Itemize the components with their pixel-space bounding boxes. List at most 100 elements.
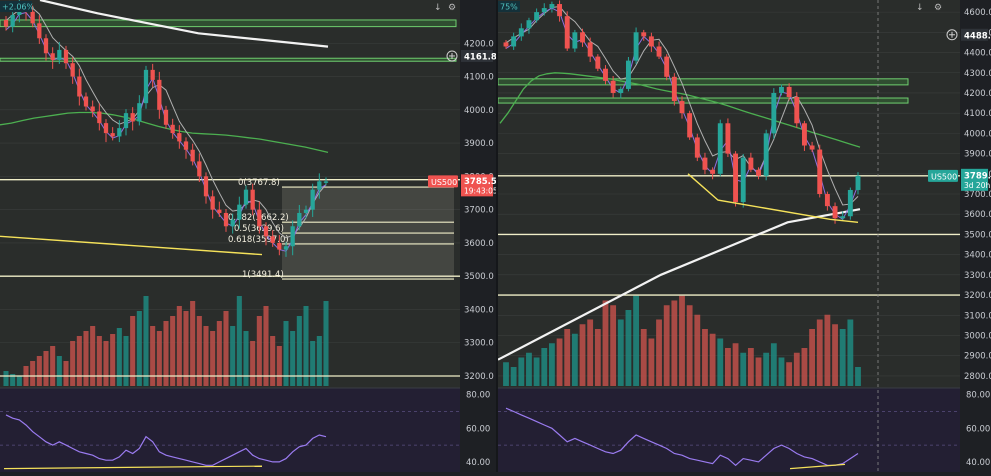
candle-body[interactable]	[557, 4, 563, 17]
candle-body[interactable]	[779, 86, 784, 93]
candle-body[interactable]	[832, 206, 838, 219]
candle-body[interactable]	[725, 123, 731, 154]
supply-zone[interactable]	[0, 57, 457, 62]
candle-body[interactable]	[197, 161, 202, 177]
candle-body[interactable]	[702, 157, 708, 170]
price-axis[interactable]	[460, 0, 496, 472]
candle-body[interactable]	[603, 68, 608, 81]
candle-body[interactable]	[733, 153, 739, 203]
candle-body[interactable]	[323, 181, 329, 183]
candle-body[interactable]	[763, 133, 769, 176]
candle-body[interactable]	[310, 189, 315, 210]
candle-body[interactable]	[203, 176, 209, 197]
candle-body[interactable]	[503, 42, 509, 47]
candle-body[interactable]	[90, 106, 95, 112]
candle-body[interactable]	[183, 141, 189, 150]
candle-body[interactable]	[671, 76, 677, 102]
rsi-trend-line[interactable]	[3, 465, 263, 470]
candle-body[interactable]	[163, 109, 169, 125]
candle-body[interactable]	[210, 196, 215, 210]
candle-body[interactable]	[847, 189, 853, 217]
candle-body[interactable]	[786, 86, 792, 98]
candle-body[interactable]	[57, 49, 62, 60]
scroll-down-icon[interactable]: ↓	[434, 3, 442, 13]
scroll-down-icon[interactable]: ↓	[916, 3, 924, 13]
candle-body[interactable]	[270, 236, 275, 243]
supply-zone[interactable]	[0, 19, 457, 28]
candle-body[interactable]	[771, 92, 777, 134]
candle-body[interactable]	[117, 128, 122, 137]
candle-body[interactable]	[710, 169, 716, 174]
candle-body[interactable]	[855, 175, 861, 190]
candle-body[interactable]	[587, 42, 593, 57]
candle-body[interactable]	[110, 133, 115, 137]
candle-body[interactable]	[97, 111, 102, 124]
candle-body[interactable]	[230, 219, 235, 227]
candle-body[interactable]	[580, 32, 585, 43]
candle-body[interactable]	[170, 124, 175, 134]
candle-body[interactable]	[297, 212, 302, 227]
price-pane[interactable]	[0, 0, 460, 388]
candle-body[interactable]	[77, 76, 82, 97]
instrument-tag[interactable]	[428, 175, 458, 188]
candle-body[interactable]	[290, 226, 295, 247]
candle-body[interactable]	[641, 32, 647, 37]
candle-body[interactable]	[37, 23, 42, 39]
candle-body[interactable]	[150, 69, 155, 80]
candle-body[interactable]	[526, 20, 532, 29]
candle-body[interactable]	[250, 189, 255, 210]
candle-body[interactable]	[572, 32, 578, 49]
candle-body[interactable]	[217, 209, 222, 213]
candle-body[interactable]	[263, 226, 269, 237]
candle-body[interactable]	[740, 157, 746, 203]
left-chart-panel[interactable]: 0(3767.8)0.382(3662.2)0.5(3629.6)0.618(3…	[0, 0, 498, 472]
candle-body[interactable]	[648, 36, 654, 47]
rsi-trend-line[interactable]	[789, 463, 846, 470]
candle-body[interactable]	[317, 181, 322, 190]
candle-body[interactable]	[656, 46, 662, 57]
add-alert-icon[interactable]	[446, 50, 458, 62]
candle-body[interactable]	[534, 12, 540, 21]
candle-body[interactable]	[756, 169, 761, 176]
candle-body[interactable]	[223, 212, 229, 227]
candle-body[interactable]	[679, 101, 685, 114]
candle-body[interactable]	[549, 4, 555, 9]
candle-body[interactable]	[801, 123, 807, 146]
supply-zone[interactable]	[497, 78, 909, 86]
candle-body[interactable]	[625, 60, 631, 89]
candle-body[interactable]	[303, 209, 309, 213]
candle-body[interactable]	[817, 149, 823, 195]
candle-body[interactable]	[237, 204, 242, 220]
candle-body[interactable]	[809, 145, 815, 150]
candle-body[interactable]	[518, 28, 524, 37]
price-axis[interactable]	[960, 0, 991, 472]
candle-body[interactable]	[541, 8, 547, 13]
candle-body[interactable]	[143, 69, 149, 104]
candle-body[interactable]	[717, 123, 723, 174]
candle-body[interactable]	[748, 157, 754, 170]
candle-body[interactable]	[3, 19, 9, 27]
candle-body[interactable]	[595, 56, 601, 69]
candle-body[interactable]	[610, 80, 616, 93]
candle-body[interactable]	[103, 123, 109, 134]
candle-body[interactable]	[130, 113, 135, 122]
candle-body[interactable]	[511, 36, 517, 47]
candle-body[interactable]	[243, 189, 249, 205]
trend-line[interactable]	[0, 235, 263, 256]
candle-body[interactable]	[50, 53, 55, 60]
rsi-pane[interactable]	[498, 388, 960, 472]
rsi-pane[interactable]	[0, 388, 460, 472]
candle-body[interactable]	[70, 63, 75, 77]
candle-body[interactable]	[794, 97, 800, 124]
candle-body[interactable]	[190, 149, 195, 162]
candle-body[interactable]	[257, 209, 262, 227]
settings-icon[interactable]: ⚙	[934, 3, 942, 13]
candle-body[interactable]	[633, 32, 639, 61]
candle-body[interactable]	[63, 49, 69, 64]
add-alert-icon[interactable]	[946, 29, 958, 41]
candle-body[interactable]	[694, 137, 700, 158]
candle-body[interactable]	[123, 113, 129, 129]
candle-body[interactable]	[664, 56, 670, 77]
candle-body[interactable]	[564, 16, 570, 49]
